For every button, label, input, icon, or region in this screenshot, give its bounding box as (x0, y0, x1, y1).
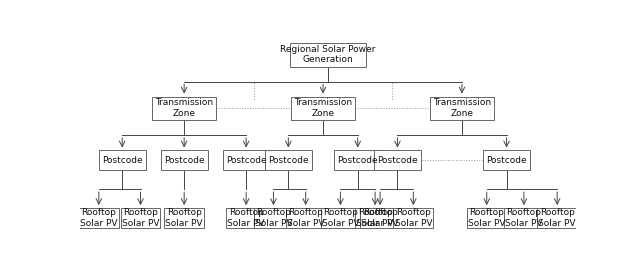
Text: Postcode: Postcode (486, 156, 527, 165)
Text: Rooftop
Solar PV: Rooftop Solar PV (80, 208, 118, 228)
Text: Rooftop
Solar PV: Rooftop Solar PV (122, 208, 159, 228)
Text: Rooftop
Solar PV: Rooftop Solar PV (468, 208, 506, 228)
FancyBboxPatch shape (394, 208, 433, 228)
FancyBboxPatch shape (79, 208, 118, 228)
FancyBboxPatch shape (161, 150, 208, 170)
Text: Postcode: Postcode (377, 156, 418, 165)
Text: Postcode: Postcode (268, 156, 308, 165)
Text: Rooftop
Solar PV: Rooftop Solar PV (356, 208, 394, 228)
FancyBboxPatch shape (360, 208, 400, 228)
FancyBboxPatch shape (152, 97, 216, 120)
FancyBboxPatch shape (321, 208, 360, 228)
FancyBboxPatch shape (538, 208, 577, 228)
FancyBboxPatch shape (289, 43, 367, 67)
FancyBboxPatch shape (483, 150, 530, 170)
Text: Postcode: Postcode (226, 156, 266, 165)
FancyBboxPatch shape (121, 208, 161, 228)
FancyBboxPatch shape (286, 208, 326, 228)
FancyBboxPatch shape (429, 97, 494, 120)
FancyBboxPatch shape (291, 97, 355, 120)
Text: Rooftop
Solar PV: Rooftop Solar PV (255, 208, 292, 228)
FancyBboxPatch shape (253, 208, 293, 228)
Text: Rooftop
Solar PV: Rooftop Solar PV (287, 208, 324, 228)
Text: Rooftop
Solar PV: Rooftop Solar PV (322, 208, 359, 228)
FancyBboxPatch shape (374, 150, 421, 170)
Text: Transmission
Zone: Transmission Zone (155, 98, 213, 118)
Text: Postcode: Postcode (164, 156, 204, 165)
FancyBboxPatch shape (355, 208, 395, 228)
FancyBboxPatch shape (334, 150, 381, 170)
FancyBboxPatch shape (164, 208, 204, 228)
FancyBboxPatch shape (227, 208, 266, 228)
FancyBboxPatch shape (504, 208, 544, 228)
Text: Rooftop
Solar PV: Rooftop Solar PV (165, 208, 203, 228)
Text: Transmission
Zone: Transmission Zone (433, 98, 491, 118)
Text: Postcode: Postcode (337, 156, 378, 165)
Text: Transmission
Zone: Transmission Zone (294, 98, 352, 118)
Text: Regional Solar Power
Generation: Regional Solar Power Generation (280, 45, 376, 64)
Text: Rooftop
Solar PV: Rooftop Solar PV (538, 208, 576, 228)
FancyBboxPatch shape (467, 208, 507, 228)
FancyBboxPatch shape (99, 150, 146, 170)
FancyBboxPatch shape (265, 150, 312, 170)
Text: Rooftop
Solar PV: Rooftop Solar PV (362, 208, 399, 228)
Text: Rooftop
Solar PV: Rooftop Solar PV (227, 208, 265, 228)
Text: Postcode: Postcode (102, 156, 143, 165)
Text: Rooftop
Solar PV: Rooftop Solar PV (395, 208, 432, 228)
Text: Rooftop
Solar PV: Rooftop Solar PV (505, 208, 543, 228)
FancyBboxPatch shape (223, 150, 269, 170)
